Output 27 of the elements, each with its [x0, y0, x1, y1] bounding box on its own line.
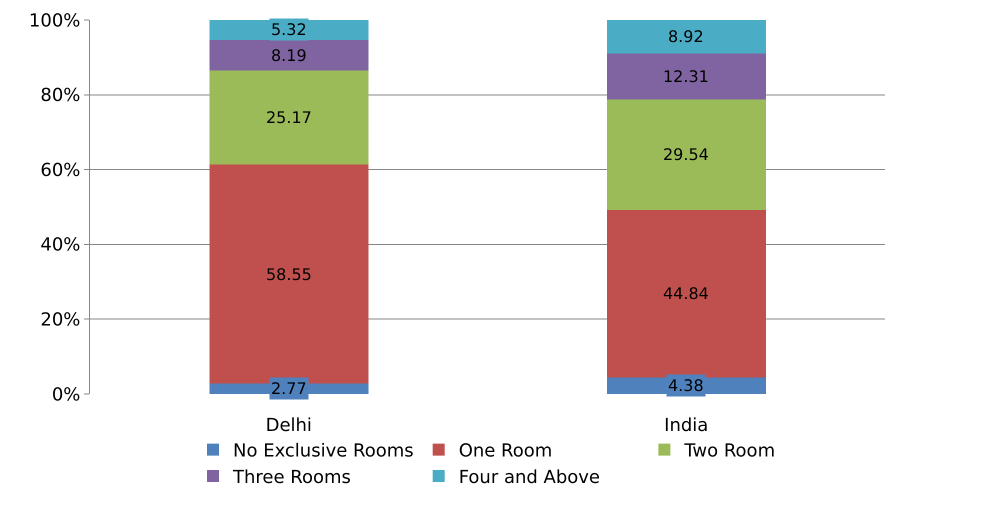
y-tick-label: 100%	[28, 10, 80, 32]
x-tick-label: Delhi	[266, 415, 312, 436]
legend-label: Four and Above	[458, 467, 600, 488]
data-label: 29.54	[663, 145, 709, 164]
data-label: 8.19	[271, 46, 307, 65]
legend-label: One Room	[458, 440, 552, 462]
legend-label: Three Rooms	[232, 467, 351, 488]
bar	[606, 210, 766, 378]
y-tick-label: 0%	[52, 384, 80, 406]
data-label: 8.92	[668, 27, 704, 46]
bar	[606, 99, 766, 210]
bar	[209, 164, 368, 384]
data-label: 44.84	[663, 284, 709, 303]
data-label: 4.38	[668, 376, 704, 395]
y-tick-label: 60%	[40, 160, 80, 181]
legend-label: Two Room	[683, 440, 776, 462]
y-tick-label: 40%	[40, 234, 80, 256]
data-label: 58.55	[266, 265, 312, 284]
data-label: 12.31	[663, 67, 709, 86]
y-tick-label: 20%	[40, 310, 80, 330]
bar	[209, 70, 368, 165]
data-label: 5.32	[271, 20, 307, 39]
y-tick-label: 80%	[40, 85, 80, 106]
x-tick-label: India	[664, 415, 708, 436]
data-label: 25.17	[266, 108, 312, 127]
legend-label: No Exclusive Rooms	[233, 440, 414, 462]
data-label: 2.77	[271, 379, 307, 398]
